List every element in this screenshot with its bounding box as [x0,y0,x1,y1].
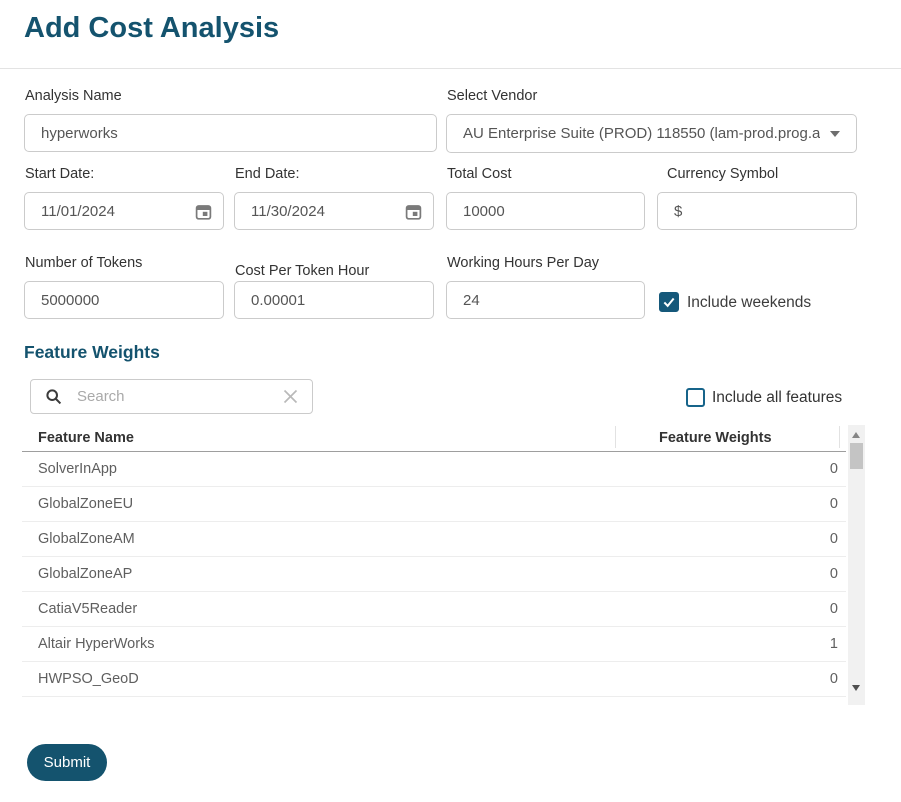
scroll-down-icon[interactable] [852,685,860,691]
table-scrollbar[interactable] [848,425,865,705]
vendor-label: Select Vendor [447,88,538,104]
scrollbar-thumb[interactable] [850,443,863,469]
feature-weights-table: Feature Name Feature Weights SolverInApp… [22,424,846,697]
feature-weight-cell[interactable]: 0 [829,461,838,477]
table-row[interactable]: Altair HyperWorks 1 [22,627,846,662]
working-hours-per-day-input[interactable] [446,281,645,319]
feature-name-cell: SolverInApp [38,461,117,477]
calendar-icon[interactable] [404,202,423,221]
start-date-field [24,192,224,230]
working-hours-per-day-label: Working Hours Per Day [447,255,600,271]
include-weekends-checkbox[interactable] [659,292,679,312]
table-row[interactable]: GlobalZoneEU 0 [22,487,846,522]
number-of-tokens-label: Number of Tokens [25,255,143,271]
include-all-features-checkbox[interactable] [686,388,705,407]
feature-name-cell: GlobalZoneAP [38,566,133,582]
feature-name-cell: Altair HyperWorks [38,636,155,652]
checkmark-icon [663,297,675,308]
page-title: Add Cost Analysis [24,12,280,44]
total-cost-label: Total Cost [447,166,512,182]
feature-name-cell: GlobalZoneAM [38,531,135,547]
vendor-selected-value: AU Enterprise Suite (PROD) 118550 (lam-p… [463,125,820,142]
feature-weight-cell[interactable]: 1 [829,636,838,652]
feature-weight-cell[interactable]: 0 [829,531,838,547]
cost-per-token-hour-input[interactable] [234,281,434,319]
start-date-label: Start Date: [25,166,95,182]
feature-name-cell: CatiaV5Reader [38,601,138,617]
table-row[interactable]: SolverInApp 0 [22,452,846,487]
currency-symbol-label: Currency Symbol [667,166,779,182]
feature-search [30,379,313,414]
feature-table-header: Feature Name Feature Weights [22,424,846,452]
feature-weights-heading: Feature Weights [24,342,160,362]
table-row[interactable]: CatiaV5Reader 0 [22,592,846,627]
search-icon [46,388,62,404]
number-of-tokens-input[interactable] [24,281,224,319]
column-header-feature-name: Feature Name [38,429,134,446]
include-weekends-label: Include weekends [687,294,812,311]
feature-weight-cell[interactable]: 0 [829,566,838,582]
table-row[interactable]: HWPSO_GeoD 0 [22,662,846,697]
feature-weight-cell[interactable]: 0 [829,601,838,617]
clear-search-icon[interactable] [283,389,298,404]
vendor-select[interactable]: AU Enterprise Suite (PROD) 118550 (lam-p… [446,114,857,153]
end-date-label: End Date: [235,166,300,182]
feature-search-input[interactable] [77,388,283,405]
header-divider [839,426,840,448]
scroll-up-icon[interactable] [852,432,860,438]
header-divider [615,426,616,448]
currency-symbol-input[interactable] [657,192,857,230]
start-date-input[interactable] [24,192,224,230]
end-date-input[interactable] [234,192,434,230]
chevron-down-icon [830,130,840,137]
column-header-feature-weights: Feature Weights [659,429,772,446]
feature-table-body: SolverInApp 0 GlobalZoneEU 0 GlobalZoneA… [22,452,846,697]
analysis-name-input[interactable] [24,114,437,152]
feature-weight-cell[interactable]: 0 [829,496,838,512]
feature-name-cell: GlobalZoneEU [38,496,134,512]
feature-name-cell: HWPSO_GeoD [38,671,139,687]
total-cost-input[interactable] [446,192,645,230]
include-all-features-label: Include all features [712,389,843,406]
table-row[interactable]: GlobalZoneAP 0 [22,557,846,592]
calendar-icon[interactable] [194,202,213,221]
analysis-name-label: Analysis Name [25,88,122,104]
end-date-field [234,192,434,230]
title-divider [0,68,901,69]
table-row[interactable]: GlobalZoneAM 0 [22,522,846,557]
submit-button[interactable]: Submit [27,744,107,781]
cost-per-token-hour-label: Cost Per Token Hour [235,263,370,279]
feature-weight-cell[interactable]: 0 [829,671,838,687]
